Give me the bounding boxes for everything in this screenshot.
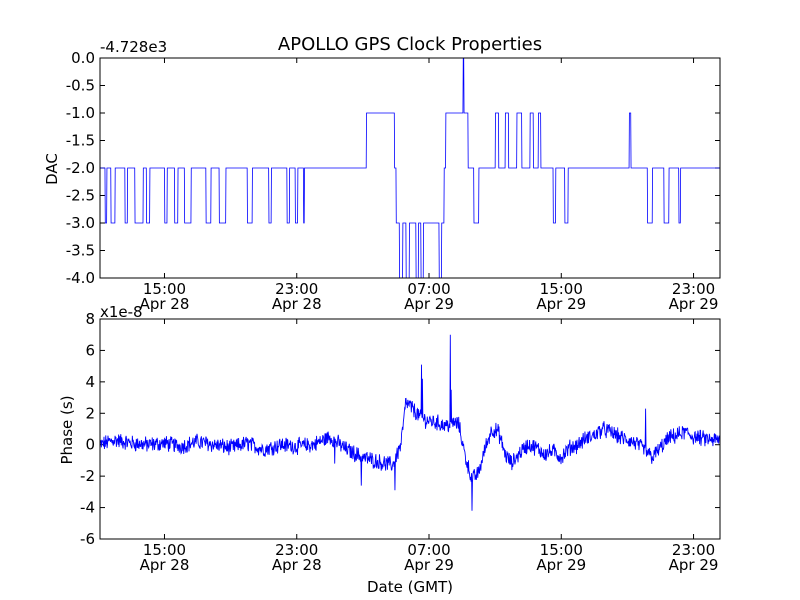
x-tick-time-label: 15:00 xyxy=(143,280,186,298)
x-tick-time-label: 23:00 xyxy=(275,280,318,298)
y-tick-label: -2.5 xyxy=(66,187,95,205)
y-tick-label: 0.0 xyxy=(71,49,95,67)
bottom-offset-label: x1e-8 xyxy=(100,303,143,321)
y-tick-label: -1.5 xyxy=(66,132,95,150)
chart-title: APOLLO GPS Clock Properties xyxy=(278,34,542,55)
top-plot-frame xyxy=(99,57,721,279)
bottom-y-axis-title: Phase (s) xyxy=(58,395,76,464)
y-tick-label: -6 xyxy=(80,530,95,548)
x-tick-date-label: Apr 28 xyxy=(140,556,190,574)
y-tick-label: -2.0 xyxy=(66,159,95,177)
bottom-plot-frame xyxy=(99,318,721,540)
x-tick-date-label: Apr 29 xyxy=(669,556,719,574)
x-tick-date-label: Apr 28 xyxy=(272,295,322,313)
y-tick-label: -0.5 xyxy=(66,77,95,95)
x-tick-date-label: Apr 29 xyxy=(404,295,454,313)
y-tick-label: 8 xyxy=(85,310,95,328)
y-tick-label: -3.5 xyxy=(66,242,95,260)
y-tick-label: -1.0 xyxy=(66,104,95,122)
x-tick-date-label: Apr 28 xyxy=(272,556,322,574)
x-tick-time-label: 07:00 xyxy=(407,541,450,559)
y-tick-label: 2 xyxy=(85,404,95,422)
y-tick-label: -4.0 xyxy=(66,269,95,287)
y-tick-label: 4 xyxy=(85,373,95,391)
x-tick-time-label: 07:00 xyxy=(407,280,450,298)
phase-series-line xyxy=(99,334,721,511)
x-tick-date-label: Apr 29 xyxy=(536,556,586,574)
bottom-x-axis-title: Date (GMT) xyxy=(367,578,453,596)
top-plot-area: 0.0 -0.5 -1.0 -1.5 -2.0 -2.5 -3.0 -3.5 -4.0 15:00… xyxy=(66,49,721,313)
x-tick-date-label: Apr 29 xyxy=(669,295,719,313)
y-tick-label: -2 xyxy=(80,467,95,485)
x-tick-time-label: 15:00 xyxy=(540,541,583,559)
y-tick-label: -4 xyxy=(80,499,95,517)
y-tick-label: -3.0 xyxy=(66,214,95,232)
x-tick-time-label: 23:00 xyxy=(672,541,715,559)
x-tick-time-label: 23:00 xyxy=(275,541,318,559)
y-tick-label: 0 xyxy=(85,436,95,454)
y-tick-label: 6 xyxy=(85,341,95,359)
top-y-axis-title: DAC xyxy=(43,153,61,185)
x-tick-date-label: Apr 28 xyxy=(140,295,190,313)
x-tick-time-label: 15:00 xyxy=(540,280,583,298)
x-tick-time-label: 15:00 xyxy=(143,541,186,559)
x-tick-date-label: Apr 29 xyxy=(536,295,586,313)
x-tick-date-label: Apr 29 xyxy=(404,556,454,574)
top-offset-label: -4.728e3 xyxy=(100,38,167,56)
x-tick-time-label: 23:00 xyxy=(672,280,715,298)
